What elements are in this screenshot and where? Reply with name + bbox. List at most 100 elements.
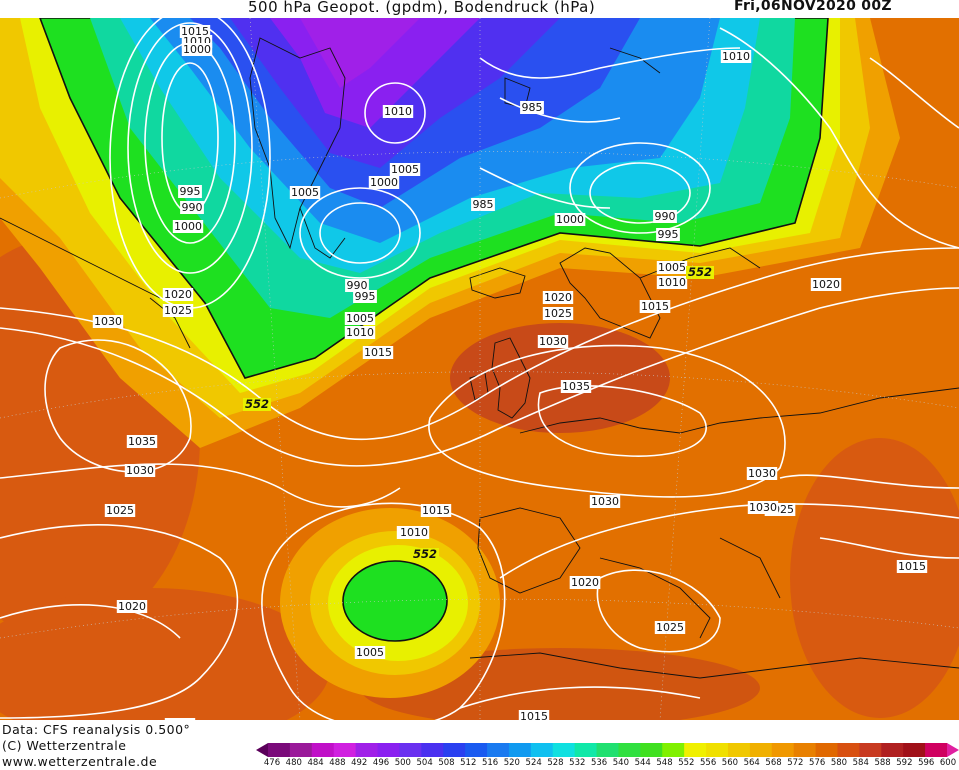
colorbar-swatch — [618, 743, 641, 757]
footer: Data: CFS reanalysis 0.500° (C) Wetterze… — [0, 720, 959, 770]
isobar-label: 1030 — [126, 464, 154, 477]
colorbar-swatch — [421, 743, 444, 757]
valid-datetime: Fri,06NOV2020 00Z — [734, 0, 892, 14]
isobar-label: 1025 — [656, 621, 684, 634]
isobar-label: 1030 — [94, 315, 122, 328]
colorbar-swatch — [552, 743, 576, 757]
isobar-label-box — [162, 288, 194, 301]
isobar-label: 995 — [355, 290, 376, 303]
colorbar-tick-label: 536 — [590, 758, 608, 768]
isobar-label: 990 — [347, 279, 368, 292]
isobar-label: 1010 — [384, 105, 412, 118]
colorbar-swatch — [771, 743, 795, 757]
colorbar-tick-label: 584 — [852, 758, 869, 768]
isobar-label-box — [368, 176, 400, 189]
colorbar-tick-label: 568 — [765, 758, 782, 768]
colorbar-ticks: 476 480 484 488 492 496 500 504 508 512 516 520 524 5… — [264, 758, 958, 770]
isobar-label: 1010 — [722, 50, 750, 63]
colorbar-tick-label: 516 — [481, 758, 499, 768]
colorbar-swatch — [574, 743, 598, 757]
isobar-label-box — [362, 346, 394, 359]
isobar-label: 1015 — [641, 300, 669, 313]
colorbar-swatch — [815, 743, 838, 757]
isobar-label-box — [164, 718, 196, 720]
colorbar-tick-label: 560 — [721, 758, 739, 768]
isobar-label: 1025 — [544, 307, 572, 320]
colorbar-tick-label: 592 — [896, 758, 913, 768]
isobar-label: 1000 — [556, 213, 584, 226]
colorbar-tick-label: 564 — [743, 758, 760, 768]
colorbar-swatch — [881, 743, 904, 757]
isobar-label: 1005 — [291, 186, 319, 199]
isobar-label-box — [92, 315, 124, 328]
colorbar-tick-label: 540 — [612, 758, 630, 768]
isobar-label: 1010 — [346, 326, 374, 339]
colorbar-tick-label: 492 — [351, 758, 368, 768]
geopotential-label: 552 — [245, 397, 269, 411]
isobar-label: 1020 — [544, 291, 572, 304]
isobar-label-box — [560, 380, 592, 393]
geopotential-label-box — [411, 548, 439, 561]
colorbar-tick-label: 588 — [874, 758, 891, 768]
red-zone-southwest — [0, 588, 330, 720]
colorbar-tick-label: 576 — [809, 758, 826, 768]
isobar-label: 985 — [473, 198, 494, 211]
colorbar-tick-label: 524 — [525, 758, 542, 768]
colorbar-tick-label: 552 — [678, 758, 695, 768]
isobar-label-box — [179, 25, 211, 38]
isobar-label-box — [639, 300, 671, 313]
geopotential-label: 552 — [688, 265, 712, 279]
colorbar-tick-label: 480 — [285, 758, 302, 768]
isobar-label: 1015 — [422, 504, 450, 517]
isobar-label-box — [653, 210, 677, 223]
isobar-label: 1015 — [364, 346, 392, 359]
isobar-label-box — [420, 504, 452, 517]
isobar-label-box — [656, 228, 680, 241]
colorbar — [256, 743, 959, 757]
colorbar-swatch — [443, 743, 466, 757]
colorbar-swatch — [925, 743, 948, 757]
isobar-label: 1015 — [520, 710, 548, 720]
isobar-label-box — [542, 307, 574, 320]
weather-map: 1015101010009959901000101098510051005100… — [0, 18, 959, 720]
isobar-label: 995 — [180, 185, 201, 198]
colorbar-swatch — [465, 743, 488, 757]
isobar-label: 1005 — [356, 646, 384, 659]
isobar-label: 990 — [655, 210, 676, 223]
isobar-label-box — [104, 504, 136, 517]
isobar-label-box — [656, 261, 688, 274]
colorbar-tick-label: 572 — [787, 758, 804, 768]
isobar-label: 1005 — [658, 261, 686, 274]
colorbar-tick-label: 548 — [656, 758, 673, 768]
colorbar-tick-label: 484 — [307, 758, 324, 768]
isobar-label-box — [172, 220, 204, 233]
red-zone-east — [790, 438, 959, 718]
isobar-label-box — [180, 201, 204, 214]
isobar-labels: 1015101010009959901000101098510051005100… — [92, 25, 928, 720]
isobar-label: 1025 — [106, 504, 134, 517]
colorbar-swatch — [684, 743, 707, 757]
isobar-label: 1005 — [391, 163, 419, 176]
isobar-label-box — [345, 279, 369, 292]
map-title: 500 hPa Geopot. (gpdm), Bodendruck (hPa) — [248, 0, 596, 16]
coastlines — [0, 37, 959, 679]
isobar-label: 1000 — [174, 220, 202, 233]
isobar-label-box — [654, 621, 686, 634]
colorbar-swatch — [793, 743, 817, 757]
isobar-label-box — [896, 560, 928, 573]
isobar-label-box — [554, 213, 586, 226]
isobar-label: 990 — [182, 201, 203, 214]
colorbar-tick-label: 500 — [394, 758, 411, 768]
isobar-label-box — [126, 435, 158, 448]
colorbar-swatch — [640, 743, 663, 757]
colorbar-arrow-right — [947, 743, 959, 757]
colorbar-swatch — [268, 743, 291, 757]
isobar-label: 1010 — [658, 276, 686, 289]
isobar-label: 1035 — [562, 380, 590, 393]
isobar-label-box — [810, 278, 842, 291]
isobar-label-box — [746, 467, 778, 480]
website-url: www.wetterzentrale.de — [2, 754, 158, 769]
isobar-label-box — [542, 291, 574, 304]
geopotential-label-box — [243, 398, 271, 411]
